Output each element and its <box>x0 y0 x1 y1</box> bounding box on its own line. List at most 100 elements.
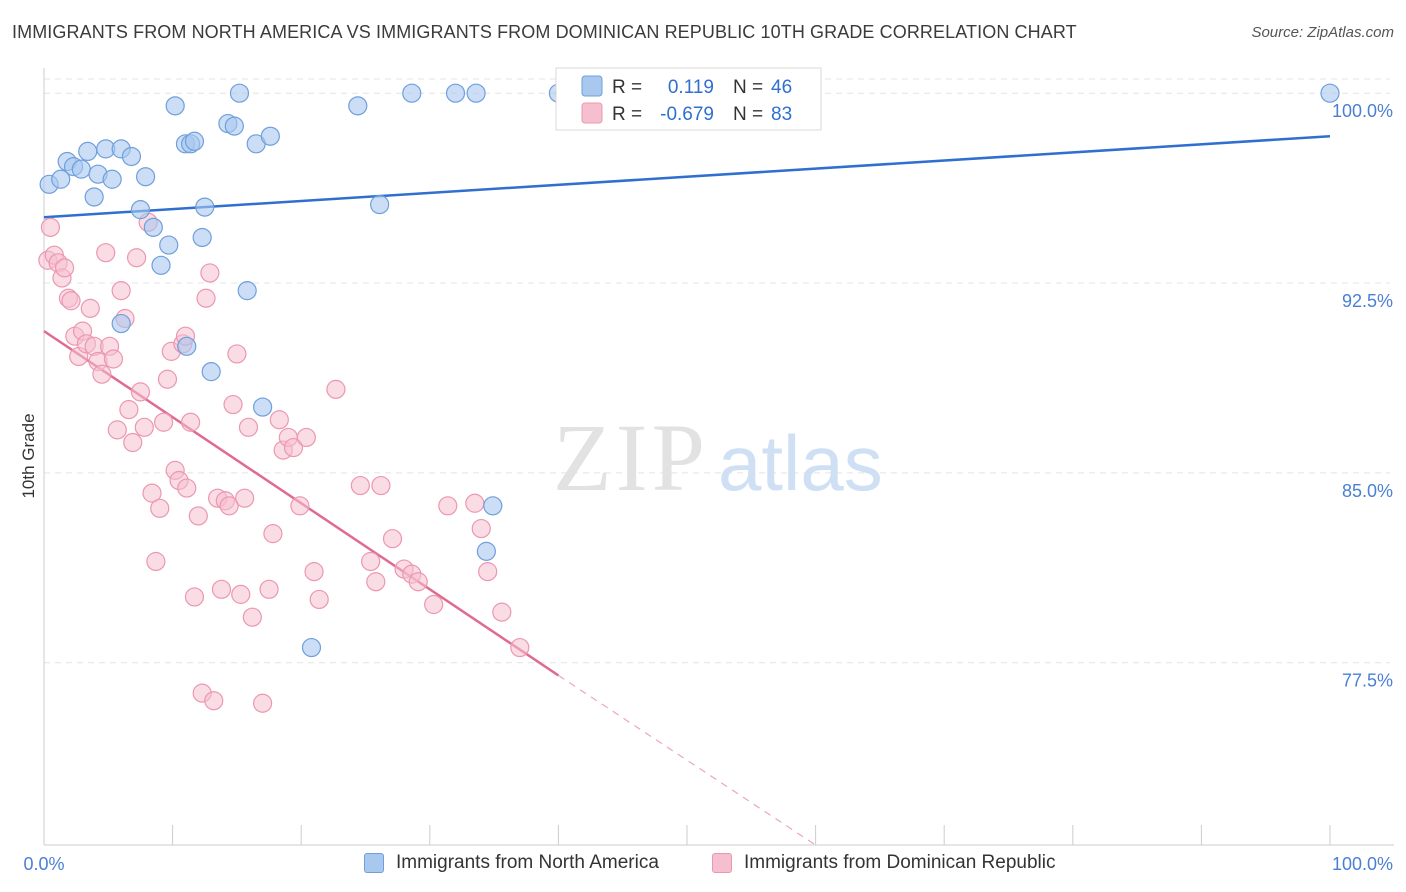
point-dominican-republic-76 <box>438 496 458 516</box>
point-dominican-republic-81 <box>510 637 530 658</box>
chart-title: IMMIGRANTS FROM NORTH AMERICA VS IMMIGRA… <box>12 22 1077 42</box>
point-dominican-republic-52 <box>235 488 255 508</box>
point-dominican-republic-56 <box>259 579 279 599</box>
point-dominican-republic-61 <box>283 437 304 458</box>
point-dominican-republic-74 <box>408 572 428 592</box>
trend-line-dominican-republic-extrapolated <box>558 674 816 846</box>
point-north-america-39 <box>483 496 503 516</box>
point-dominican-republic-23 <box>123 432 143 453</box>
point-dominican-republic-1 <box>40 217 61 237</box>
legend-blue-n-value: 46 <box>771 77 792 98</box>
point-dominican-republic-25 <box>130 382 151 402</box>
legend-pink-r-label: R = <box>612 104 642 125</box>
point-north-america-34 <box>370 194 390 215</box>
point-dominican-republic-16 <box>96 243 116 263</box>
point-dominican-republic-29 <box>146 551 166 572</box>
point-dominican-republic-48 <box>219 496 239 516</box>
point-dominican-republic-42 <box>196 288 216 308</box>
point-dominican-republic-31 <box>153 412 174 432</box>
point-dominican-republic-43 <box>200 263 220 283</box>
series-north-america <box>39 83 1340 658</box>
point-dominican-republic-77 <box>465 493 485 513</box>
point-dominican-republic-66 <box>326 379 346 399</box>
point-north-america-17 <box>165 96 185 116</box>
point-dominican-republic-57 <box>263 524 283 544</box>
point-dominican-republic-71 <box>382 529 403 549</box>
gridlines <box>44 78 1390 664</box>
legend-pink-n-label: N = <box>733 104 763 125</box>
point-north-america-28 <box>237 281 257 301</box>
point-north-america-38 <box>476 541 496 561</box>
point-dominican-republic-78 <box>471 518 491 539</box>
point-dominican-republic-49 <box>223 394 243 415</box>
point-dominican-republic-70 <box>371 475 391 496</box>
point-north-america-13 <box>135 167 156 187</box>
point-dominican-republic-53 <box>238 417 259 437</box>
point-dominican-republic-75 <box>424 594 444 615</box>
point-dominican-republic-22 <box>119 400 139 420</box>
point-dominican-republic-24 <box>126 248 147 268</box>
point-north-america-21 <box>184 131 205 151</box>
legend-blue-swatch <box>581 75 603 97</box>
point-dominican-republic-79 <box>478 562 498 582</box>
y-axis-label: 10th Grade <box>19 413 38 498</box>
legend-series: Immigrants from North America Immigrants… <box>0 848 1406 882</box>
point-dominican-republic-64 <box>304 562 324 582</box>
point-north-america-14 <box>143 217 163 237</box>
point-dominican-republic-62 <box>290 496 310 516</box>
point-dominican-republic-20 <box>111 281 131 301</box>
point-north-america-22 <box>192 227 212 248</box>
legend-pink-swatch <box>581 102 603 124</box>
point-dominican-republic-51 <box>231 584 251 604</box>
y-tick-label-3: 100.0% <box>1332 101 1393 121</box>
legend-pink-n-value: 83 <box>771 104 792 125</box>
point-north-america-12 <box>130 200 151 220</box>
legend-blue-square <box>364 853 384 873</box>
point-north-america-9 <box>102 169 122 189</box>
x-tick-label-0: 0.0% <box>23 854 64 874</box>
point-dominican-republic-32 <box>157 369 178 389</box>
y-tick-label-2: 92.5% <box>1342 291 1393 311</box>
point-dominican-republic-18 <box>103 349 124 369</box>
point-dominican-republic-5 <box>54 258 75 278</box>
series-dominican-republic <box>38 212 530 713</box>
point-dominican-republic-55 <box>253 693 273 713</box>
point-north-america-35 <box>402 83 422 103</box>
point-north-america-15 <box>151 255 171 275</box>
point-north-america-24 <box>201 362 221 382</box>
legend-blue-r-label: R = <box>612 77 642 98</box>
point-north-america-33 <box>348 96 368 116</box>
point-north-america-6 <box>84 187 104 207</box>
legend-item-north-america: Immigrants from North America <box>364 852 659 874</box>
point-dominican-republic-40 <box>188 506 208 526</box>
axes <box>43 68 1394 846</box>
trend-line-north-america <box>43 134 1331 219</box>
point-dominican-republic-12 <box>80 298 100 318</box>
point-dominican-republic-80 <box>492 602 512 622</box>
point-dominican-republic-37 <box>177 478 197 498</box>
point-dominican-republic-7 <box>61 291 81 311</box>
point-north-america-30 <box>253 397 273 417</box>
legend-label-north-america: Immigrants from North America <box>396 852 659 873</box>
x-tick-label-1: 100.0% <box>1332 854 1393 874</box>
point-north-america-4 <box>71 159 91 179</box>
point-north-america-1 <box>51 169 71 189</box>
point-north-america-5 <box>78 141 98 162</box>
legend-label-dominican-republic: Immigrants from Dominican Republic <box>744 852 1056 873</box>
point-dominican-republic-38 <box>181 412 201 432</box>
watermark-zip: ZIP <box>553 404 709 511</box>
legend-blue-n-label: N = <box>733 77 763 98</box>
watermark-atlas: atlas <box>718 419 883 507</box>
point-north-america-19 <box>177 336 197 356</box>
legend-stats: R = 0.119 N = 46 R = -0.679 N = 83 <box>555 67 822 131</box>
point-north-america-36 <box>445 83 466 103</box>
legend-pink-r-value: -0.679 <box>660 104 714 125</box>
point-north-america-37 <box>466 83 486 103</box>
legend-item-dominican-republic: Immigrants from Dominican Republic <box>712 852 1056 874</box>
point-north-america-16 <box>159 235 179 255</box>
point-north-america-32 <box>301 637 322 658</box>
source-credit: Source: ZipAtlas.com <box>1251 24 1394 41</box>
legend-pink-square <box>712 853 732 873</box>
point-dominican-republic-26 <box>134 417 154 437</box>
